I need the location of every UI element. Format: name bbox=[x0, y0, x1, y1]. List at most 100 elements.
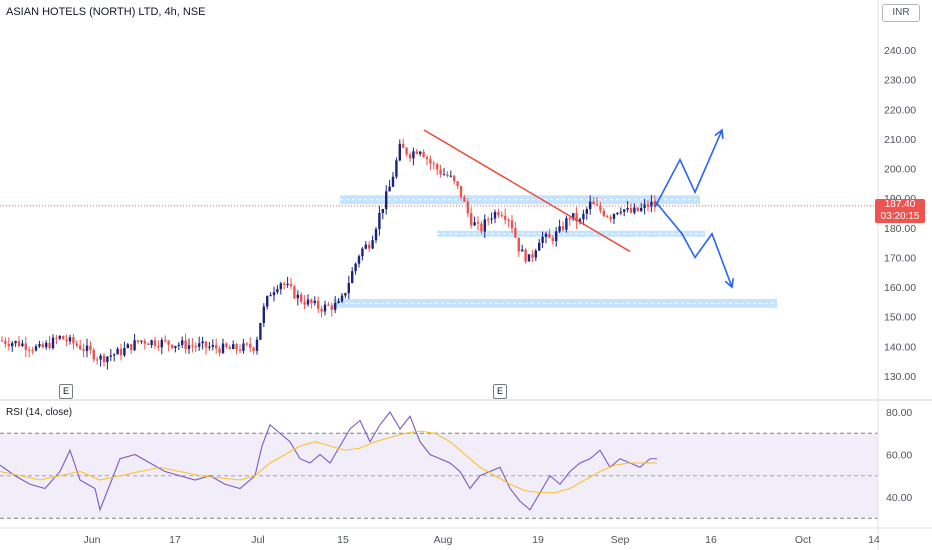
candle-up bbox=[34, 346, 38, 351]
candle-down bbox=[320, 308, 323, 312]
earnings-marker-2[interactable]: E bbox=[493, 384, 507, 399]
candle-up bbox=[351, 271, 354, 283]
candle-up bbox=[541, 236, 544, 243]
candle-down bbox=[119, 348, 123, 356]
price-tick-label: 160.00 bbox=[884, 282, 916, 294]
candle-up bbox=[364, 244, 367, 249]
rsi-tick-label: 40.00 bbox=[886, 492, 912, 504]
candle-down bbox=[432, 163, 435, 165]
projection-up-arrow bbox=[654, 129, 723, 208]
candle-down bbox=[425, 157, 429, 160]
candle-down bbox=[147, 343, 150, 346]
candle-down bbox=[283, 283, 286, 285]
candle-up bbox=[490, 218, 493, 220]
candle-down bbox=[609, 216, 612, 219]
candle-down bbox=[92, 349, 95, 360]
candle-down bbox=[422, 151, 425, 158]
price-tick-label: 150.00 bbox=[884, 312, 916, 324]
projection-down-arrow bbox=[654, 200, 733, 288]
candle-up bbox=[14, 341, 17, 344]
candle-down bbox=[439, 169, 442, 175]
candle-down bbox=[65, 339, 68, 342]
candle-up bbox=[133, 340, 136, 350]
price-pane[interactable] bbox=[0, 128, 878, 370]
candle-down bbox=[524, 249, 527, 262]
candle-down bbox=[170, 344, 174, 348]
candle-down bbox=[82, 349, 85, 351]
candle-up bbox=[585, 209, 588, 214]
candle-up bbox=[181, 340, 184, 345]
price-tick-label: 180.00 bbox=[884, 223, 916, 235]
candle-down bbox=[130, 344, 133, 350]
candle-down bbox=[500, 215, 503, 217]
currency-button[interactable]: INR bbox=[882, 4, 920, 22]
candle-down bbox=[4, 340, 7, 344]
candle-up bbox=[640, 207, 643, 211]
candle-down bbox=[517, 237, 520, 252]
candle-down bbox=[62, 336, 65, 340]
candle-up bbox=[616, 212, 619, 215]
candle-up bbox=[374, 229, 378, 241]
candle-down bbox=[289, 283, 293, 287]
rsi-tick-label: 60.00 bbox=[886, 450, 912, 462]
candle-down bbox=[28, 349, 31, 351]
time-tick-label: Oct bbox=[795, 534, 811, 546]
candle-down bbox=[136, 340, 140, 342]
candle-down bbox=[592, 201, 595, 205]
candle-up bbox=[538, 242, 541, 251]
time-tick-label: Jul bbox=[251, 534, 264, 546]
candle-up bbox=[337, 301, 340, 303]
candle-up bbox=[544, 233, 548, 237]
candle-up bbox=[378, 213, 381, 230]
candle-down bbox=[575, 213, 578, 222]
candle-up bbox=[385, 191, 388, 209]
candle-up bbox=[201, 341, 204, 344]
candle-up bbox=[160, 340, 163, 348]
candle-up bbox=[381, 208, 384, 214]
candle-up bbox=[187, 345, 191, 349]
candle-up bbox=[11, 343, 14, 347]
candle-down bbox=[75, 343, 78, 346]
candle-down bbox=[102, 355, 106, 363]
candle-down bbox=[41, 344, 44, 348]
candle-down bbox=[72, 337, 75, 344]
candle-up bbox=[58, 336, 61, 339]
candle-down bbox=[595, 204, 599, 206]
candle-down bbox=[568, 218, 571, 220]
candle-up bbox=[232, 344, 235, 350]
candle-up bbox=[493, 212, 497, 219]
candle-up bbox=[255, 339, 259, 351]
candle-down bbox=[310, 299, 313, 304]
candle-down bbox=[194, 346, 197, 348]
time-tick-label: Sep bbox=[611, 534, 630, 546]
candle-down bbox=[436, 164, 439, 170]
candle-down bbox=[551, 237, 554, 242]
candle-up bbox=[109, 355, 112, 357]
price-tick-label: 230.00 bbox=[884, 75, 916, 87]
candle-down bbox=[602, 210, 605, 216]
earnings-marker-1[interactable]: E bbox=[59, 384, 73, 399]
candle-up bbox=[534, 250, 537, 258]
candle-up bbox=[619, 211, 622, 213]
symbol-title[interactable]: ASIAN HOTELS (NORTH) LTD, 4h, NSE bbox=[6, 6, 206, 18]
rsi-ma-line bbox=[0, 430, 657, 494]
candle-down bbox=[89, 345, 92, 350]
candle-up bbox=[113, 354, 116, 356]
candle-down bbox=[497, 212, 500, 216]
rsi-pane[interactable] bbox=[0, 411, 878, 519]
candle-up bbox=[208, 346, 211, 348]
candle-up bbox=[558, 226, 561, 232]
candle-up bbox=[51, 337, 55, 348]
candle-down bbox=[446, 174, 449, 176]
candle-down bbox=[184, 340, 187, 349]
candle-down bbox=[218, 348, 221, 353]
candle-up bbox=[262, 306, 265, 323]
rsi-indicator-label[interactable]: RSI (14, close) bbox=[6, 407, 73, 418]
candle-down bbox=[330, 305, 333, 310]
candle-down bbox=[245, 343, 248, 345]
candle-up bbox=[473, 222, 476, 226]
candle-up bbox=[242, 343, 245, 351]
price-tick-label: 200.00 bbox=[884, 164, 916, 176]
candle-up bbox=[650, 201, 653, 207]
